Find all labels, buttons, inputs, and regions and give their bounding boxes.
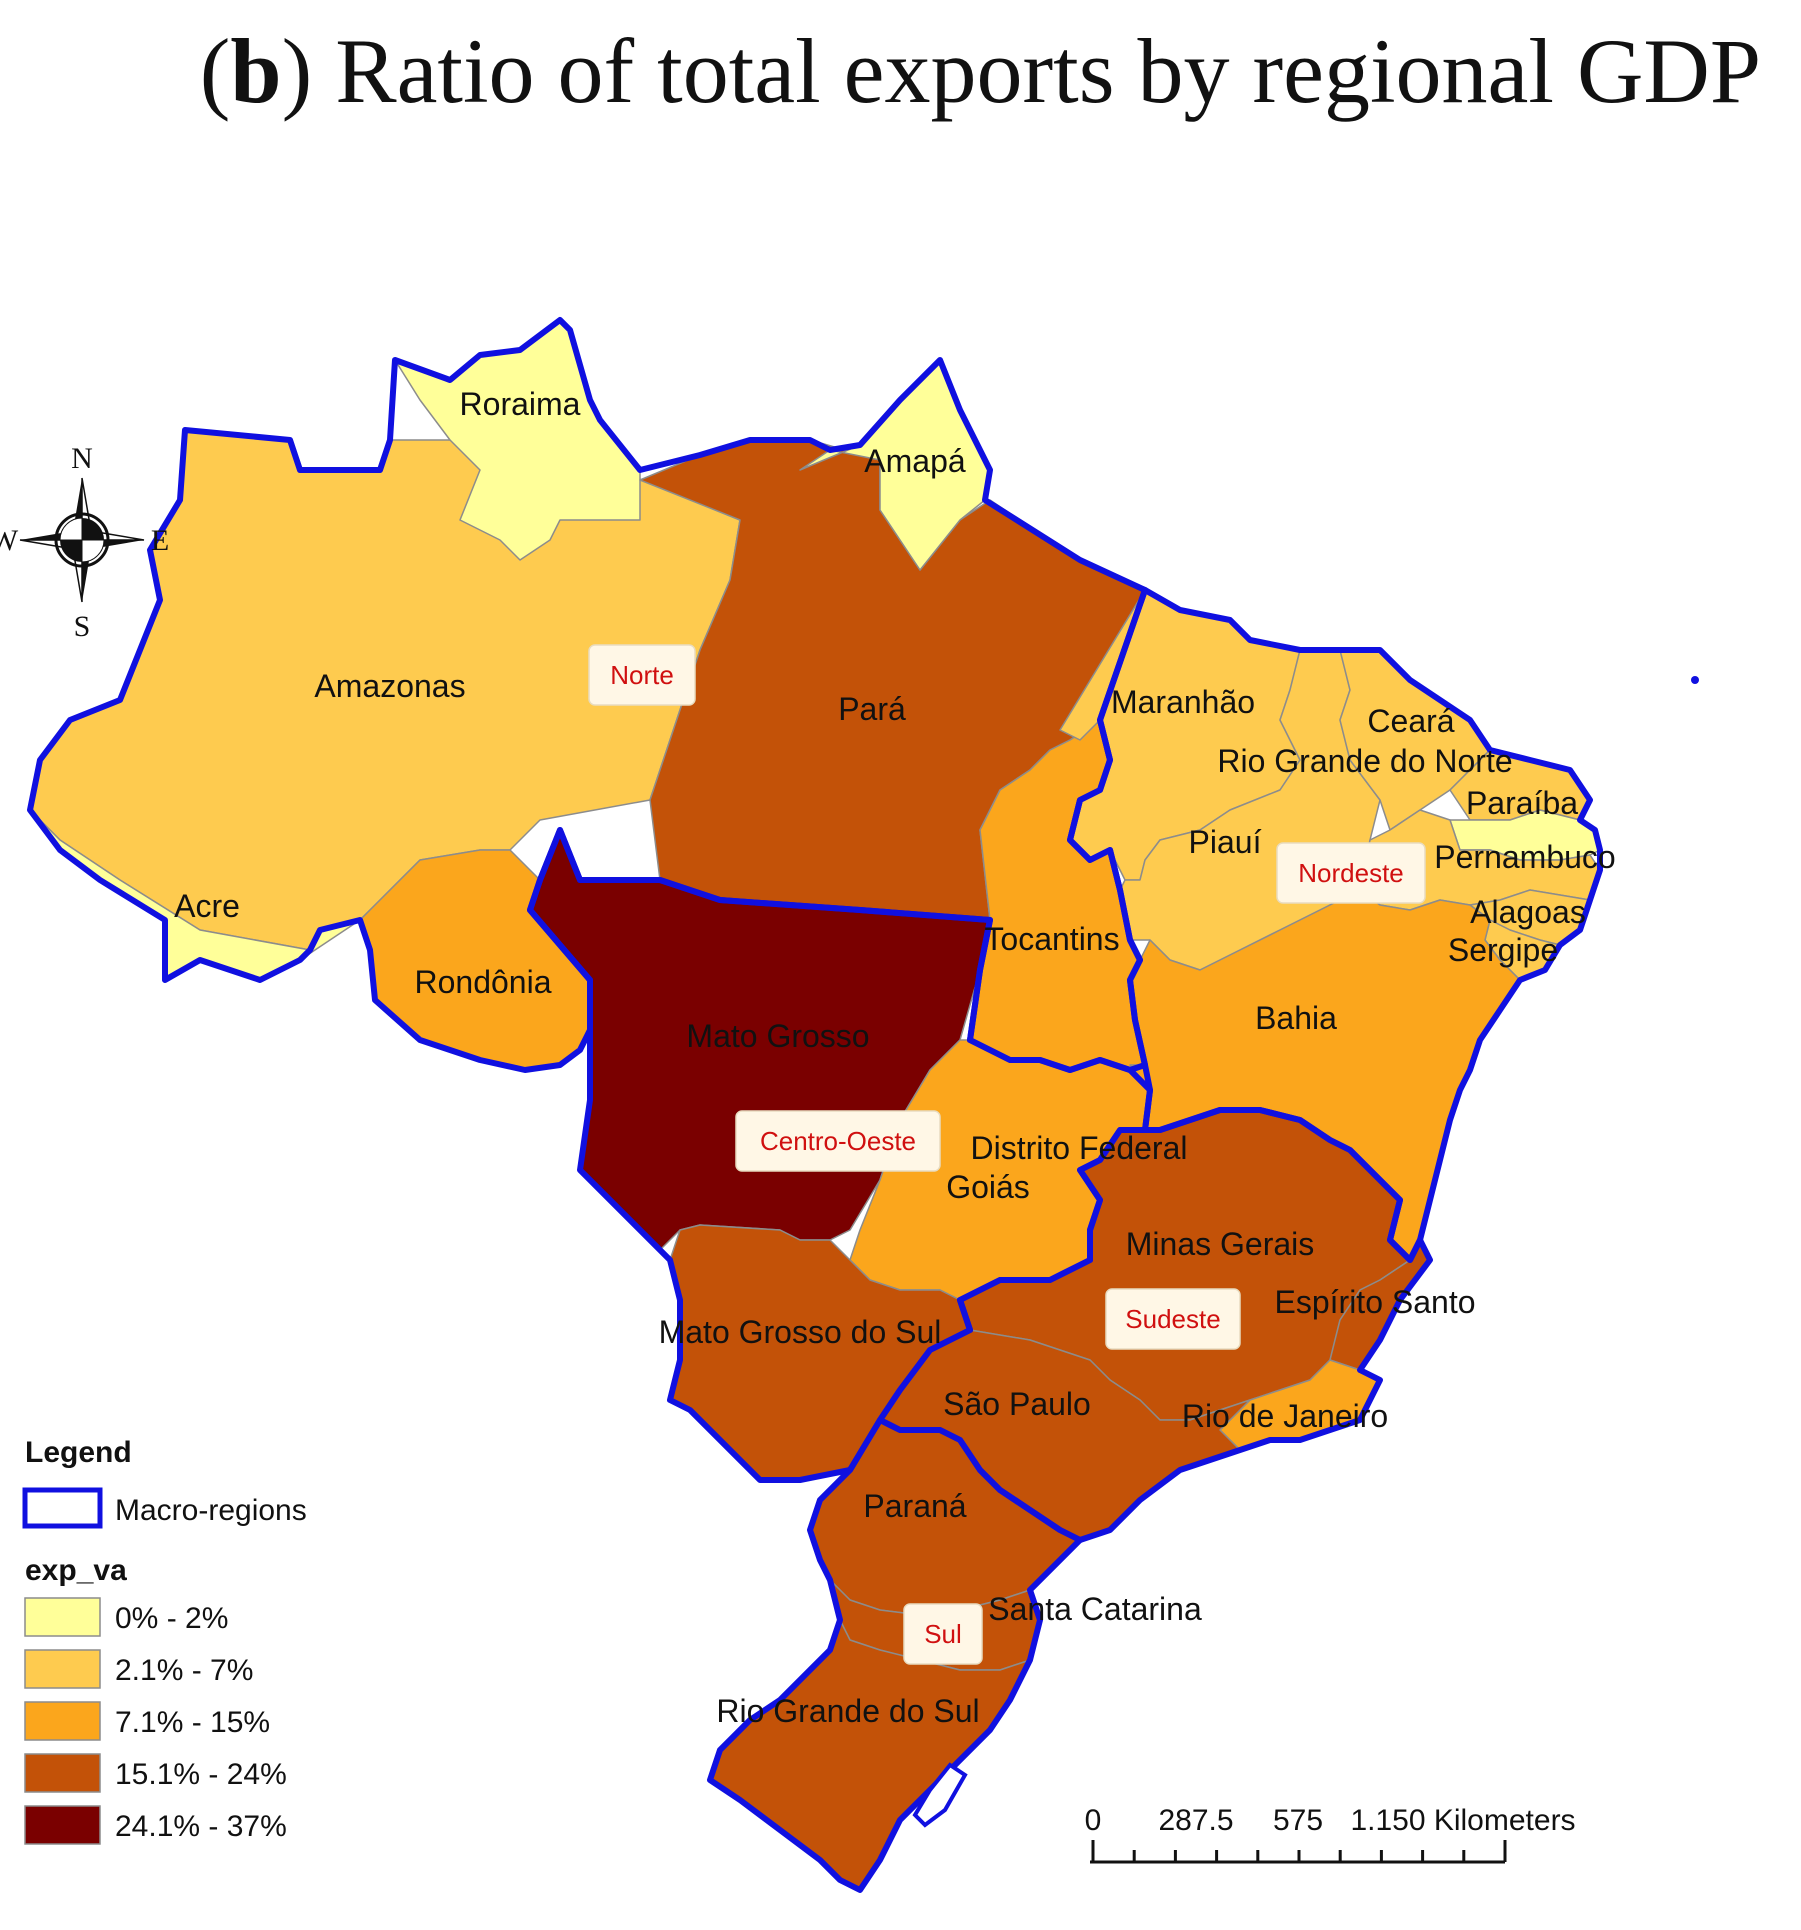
states-layer xyxy=(29,319,1601,1891)
state-label-sergipe: Sergipe xyxy=(1448,932,1558,968)
region-label-centro-oeste: Centro-Oeste xyxy=(735,1110,941,1172)
scale-label: 0 xyxy=(1085,1804,1102,1837)
state-labels: Roraima Amapá Amazonas Pará Acre Rondônia Toca… xyxy=(174,386,1616,1729)
scale-label: 1.150 Kilometers xyxy=(1350,1804,1575,1837)
legend-swatch-class-4 xyxy=(24,1753,101,1793)
legend-macro-label: Macro-regions xyxy=(115,1494,307,1527)
scale-bar: 0 287.5 575 1.150 Kilometers xyxy=(1085,1804,1576,1864)
legend-label-class-4: 15.1% - 24% xyxy=(115,1758,287,1791)
region-label-text: Sudeste xyxy=(1125,1304,1220,1334)
state-label-santa-catarina: Santa Catarina xyxy=(988,1591,1202,1627)
state-label-alagoas: Alagoas xyxy=(1470,894,1586,930)
state-label-espirito-santo: Espírito Santo xyxy=(1275,1284,1476,1320)
state-label-goias: Goiás xyxy=(946,1169,1030,1205)
state-label-sao-paulo: São Paulo xyxy=(943,1386,1091,1422)
compass-e-label: E xyxy=(151,524,169,557)
state-label-pernambuco: Pernambuco xyxy=(1434,839,1615,875)
state-label-mato-grosso-do-sul: Mato Grosso do Sul xyxy=(659,1314,942,1350)
macro-border-sul xyxy=(707,1417,1083,1893)
legend-field-label: exp_va xyxy=(25,1554,127,1587)
legend-label-class-3: 7.1% - 15% xyxy=(115,1706,270,1739)
region-label-norte: Norte xyxy=(588,644,696,706)
region-label-text: Norte xyxy=(610,660,674,690)
macro-region-borders xyxy=(27,317,1603,1893)
state-label-paraiba: Paraíba xyxy=(1466,785,1578,821)
state-label-para: Pará xyxy=(838,691,906,727)
state-label-rondonia: Rondônia xyxy=(415,964,552,1000)
legend-label-class-5: 24.1% - 37% xyxy=(115,1810,287,1843)
map-title: (b) Ratio of total exports by regional G… xyxy=(199,20,1761,122)
legend-swatch-class-2 xyxy=(24,1649,101,1689)
legend-label-class-1: 0% - 2% xyxy=(115,1602,228,1635)
region-label-text: Sul xyxy=(924,1619,962,1649)
state-label-acre: Acre xyxy=(174,888,240,924)
compass-n-label: N xyxy=(71,442,93,475)
legend-label-class-2: 2.1% - 7% xyxy=(115,1654,253,1687)
legend-swatch-class-5 xyxy=(24,1805,101,1845)
region-label-text: Centro-Oeste xyxy=(760,1126,916,1156)
state-label-roraima: Roraima xyxy=(460,386,581,422)
region-label-sudeste: Sudeste xyxy=(1105,1288,1241,1350)
region-label-text: Nordeste xyxy=(1298,858,1404,888)
fernando-de-noronha-dot xyxy=(1691,676,1699,684)
state-label-rio-grande-do-norte: Rio Grande do Norte xyxy=(1217,743,1512,779)
state-label-parana: Paraná xyxy=(863,1488,966,1524)
state-label-rio-de-janeiro: Rio de Janeiro xyxy=(1182,1398,1388,1434)
panel-letter: b xyxy=(230,20,282,122)
state-label-bahia: Bahia xyxy=(1255,1000,1337,1036)
state-label-amapa: Amapá xyxy=(864,443,966,479)
macro-border-nordeste xyxy=(1067,587,1603,1263)
region-labels: Norte Nordeste Centro-Oeste Sudeste Sul xyxy=(588,644,1426,1665)
scale-label: 287.5 xyxy=(1158,1804,1233,1837)
state-label-rio-grande-do-sul: Rio Grande do Sul xyxy=(716,1693,979,1729)
scale-ticks xyxy=(1091,1840,1507,1862)
state-label-piaui: Piauí xyxy=(1189,824,1262,860)
state-label-mato-grosso: Mato Grosso xyxy=(686,1018,869,1054)
legend-swatch-class-1 xyxy=(24,1597,101,1637)
lagoa-dos-patos xyxy=(912,1762,968,1828)
state-label-tocantins: Tocantins xyxy=(984,921,1119,957)
scale-label: 575 xyxy=(1273,1804,1323,1837)
state-label-ceara: Ceará xyxy=(1367,703,1454,739)
scale-labels: 0 287.5 575 1.150 Kilometers xyxy=(1085,1804,1576,1837)
map-legend: Legend Macro-regions exp_va 0% - 2% 2.1% … xyxy=(22,1436,307,1845)
legend-macro-swatch xyxy=(22,1487,103,1529)
legend-classes: 0% - 2% 2.1% - 7% 7.1% - 15% 15.1% - 24% 24.… xyxy=(24,1597,287,1845)
state-label-minas-gerais: Minas Gerais xyxy=(1126,1226,1315,1262)
legend-swatch-class-3 xyxy=(24,1701,101,1741)
state-label-distrito-federal: Distrito Federal xyxy=(971,1130,1188,1166)
macro-border-sudeste xyxy=(877,1107,1433,1543)
region-label-nordeste: Nordeste xyxy=(1276,842,1426,904)
region-label-sul: Sul xyxy=(903,1603,983,1665)
state-label-amazonas: Amazonas xyxy=(314,668,465,704)
legend-title: Legend xyxy=(25,1436,132,1469)
state-label-maranhao: Maranhão xyxy=(1111,684,1255,720)
compass-s-label: S xyxy=(74,610,91,643)
compass-rose: N S E W xyxy=(0,442,169,643)
compass-w-label: W xyxy=(0,524,19,557)
